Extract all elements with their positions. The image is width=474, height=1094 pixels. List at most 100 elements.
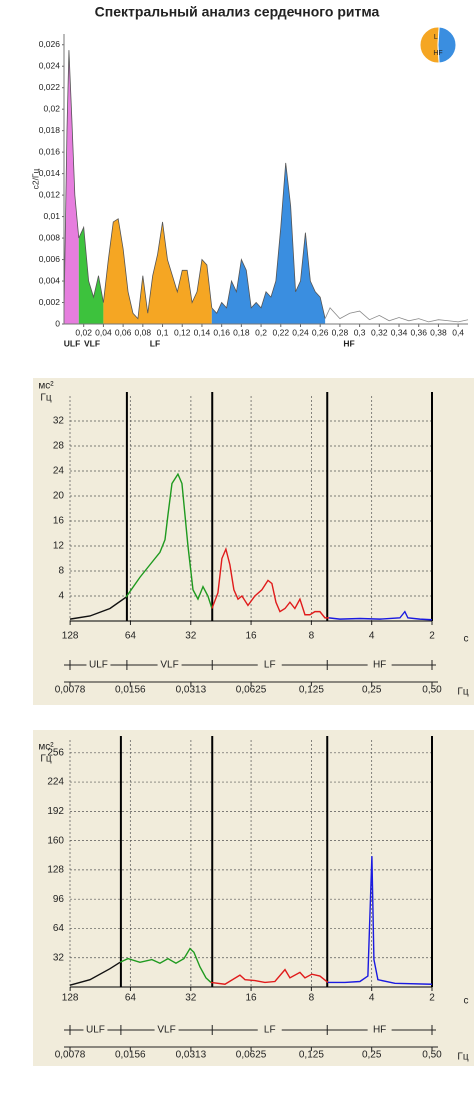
y-tick-label: 0,014 — [39, 168, 61, 178]
y-tick-label: 0,006 — [39, 254, 61, 264]
x-tick-label: 0,25 — [362, 1050, 382, 1061]
line — [211, 546, 329, 619]
x-tick-label: 0,28 — [332, 327, 349, 337]
line — [328, 610, 433, 621]
y-tick-label: 28 — [53, 441, 65, 452]
area-fill — [103, 218, 212, 324]
x-tick-label: 0,0313 — [176, 1050, 207, 1061]
y-tick-label: 4 — [58, 591, 64, 602]
x-tick-label: 0,50 — [422, 685, 442, 696]
period-tick-label: 2 — [429, 631, 435, 642]
period-tick-label: 4 — [369, 631, 375, 642]
y-tick-label: 0,01 — [43, 211, 60, 221]
band-label: LF — [264, 1025, 276, 1036]
x-tick-label: 0,18 — [233, 327, 250, 337]
x-tick-label: 0,0078 — [55, 1050, 86, 1061]
x-tick-label: 0,0313 — [176, 685, 207, 696]
y-tick-label: 16 — [53, 516, 65, 527]
band-label: LF — [264, 660, 276, 671]
y-tick-label: 96 — [53, 894, 65, 905]
line — [69, 596, 127, 620]
x-tick-label: 0,26 — [312, 327, 329, 337]
band-label-bg — [367, 1024, 392, 1036]
period-tick-label: 2 — [429, 993, 435, 1004]
area-line — [78, 225, 104, 303]
line — [119, 947, 212, 983]
y-tick-label: 0,022 — [39, 82, 61, 92]
x-tick-label: 0,14 — [194, 327, 211, 337]
y-tick-label: 0,002 — [39, 297, 61, 307]
line — [69, 961, 121, 986]
line — [210, 968, 329, 985]
x-tick-label: 0,38 — [430, 327, 447, 337]
area-line — [63, 50, 80, 314]
x-unit: Гц — [457, 1052, 468, 1063]
x-tick-label: 0,22 — [273, 327, 290, 337]
band-label-bg — [86, 659, 111, 671]
line — [327, 856, 433, 985]
y-axis-label: Гц — [40, 393, 51, 404]
period-tick-label: 32 — [185, 631, 197, 642]
x-tick-label: 0,0156 — [115, 1050, 146, 1061]
y-tick-label: 0,016 — [39, 146, 61, 156]
y-axis-label: мс² — [38, 381, 54, 392]
panel-background — [33, 730, 474, 1066]
y-tick-label: 0 — [55, 318, 60, 328]
band-label: LF — [150, 338, 160, 348]
y-axis-label: с2/Гц — [30, 168, 40, 189]
y-tick-label: 0,02 — [43, 103, 60, 113]
x-tick-label: 0,06 — [115, 327, 132, 337]
y-tick-label: 128 — [47, 865, 64, 876]
period-tick-label: 8 — [309, 631, 315, 642]
y-tick-label: 32 — [53, 952, 65, 963]
period-tick-label: 32 — [185, 993, 197, 1004]
y-tick-label: 64 — [53, 923, 65, 934]
period-tick-label: 16 — [246, 993, 258, 1004]
band-label: ULF — [89, 660, 108, 671]
band-label-bg — [257, 659, 282, 671]
area-line — [211, 162, 326, 319]
band-label: VLF — [160, 660, 178, 671]
x-tick-label: 0,125 — [299, 685, 324, 696]
period-tick-label: 128 — [62, 993, 79, 1004]
band-label: HF — [373, 1025, 386, 1036]
band-label-bg — [154, 1024, 179, 1036]
period-unit: с — [464, 634, 469, 645]
y-axis-label: Гц — [40, 754, 51, 765]
x-tick-label: 0,24 — [292, 327, 309, 337]
period-tick-label: 64 — [125, 631, 137, 642]
y-tick-label: 0,008 — [39, 232, 61, 242]
x-unit: Гц — [457, 687, 468, 698]
y-tick-label: 0,012 — [39, 189, 61, 199]
y-tick-label: 20 — [53, 491, 65, 502]
x-tick-label: 0,3 — [354, 327, 366, 337]
band-label: ULF — [64, 338, 81, 348]
area-line — [103, 218, 213, 320]
band-label: VLF — [84, 338, 100, 348]
period-tick-label: 64 — [125, 993, 137, 1004]
band-label-bg — [257, 1024, 282, 1036]
band-label: ULF — [86, 1025, 105, 1036]
x-tick-label: 0,1 — [157, 327, 169, 337]
x-tick-label: 0,32 — [371, 327, 388, 337]
band-label-bg — [83, 1024, 108, 1036]
x-tick-label: 0,125 — [299, 1050, 324, 1061]
x-tick-label: 0,16 — [213, 327, 230, 337]
x-tick-label: 0,4 — [452, 327, 464, 337]
x-tick-label: 0,50 — [422, 1050, 442, 1061]
y-axis-label: мс² — [38, 742, 54, 753]
pie-label: HF — [433, 50, 442, 57]
x-tick-label: 0,12 — [174, 327, 191, 337]
y-tick-label: 224 — [47, 777, 64, 788]
x-tick-label: 0,0625 — [236, 1050, 267, 1061]
period-tick-label: 128 — [62, 631, 79, 642]
y-tick-label: 8 — [58, 566, 64, 577]
band-label-bg — [157, 659, 182, 671]
x-tick-label: 0,36 — [410, 327, 427, 337]
x-tick-label: 0,08 — [135, 327, 152, 337]
period-tick-label: 8 — [309, 993, 315, 1004]
y-tick-label: 0,026 — [39, 39, 61, 49]
y-tick-label: 0,018 — [39, 125, 61, 135]
chart-title: Спектральный анализ сердечного ритма — [95, 4, 380, 20]
